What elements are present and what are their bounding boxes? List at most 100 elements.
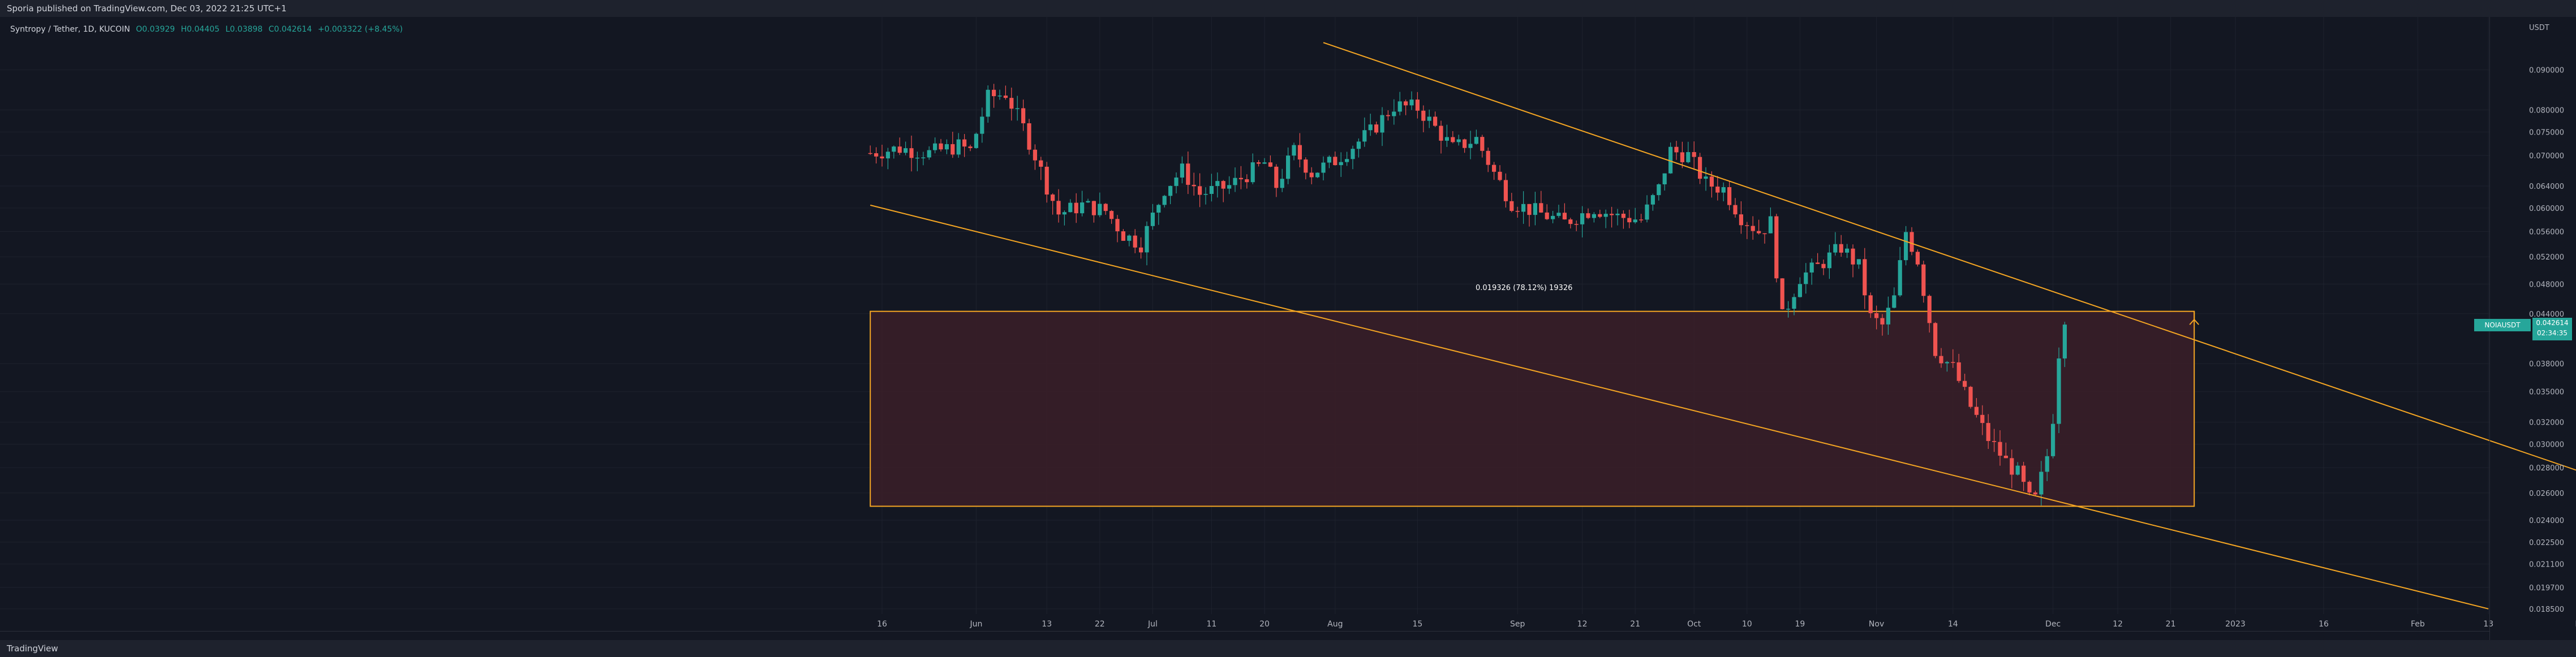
measure-arrow-head (2189, 318, 2199, 325)
candle-body (2022, 465, 2026, 482)
time-tick-label: Feb (2411, 620, 2425, 629)
candle-body (2062, 325, 2067, 358)
candle-body (1956, 362, 1961, 381)
candle-body (1297, 145, 1302, 160)
candle-body (1409, 100, 1414, 106)
candle-body (974, 133, 978, 148)
legend-low: L0.03898 (225, 25, 263, 34)
candle-body (1910, 232, 1914, 252)
candle-body (1215, 181, 1220, 186)
candle-body (1503, 180, 1508, 201)
candle-body (1527, 204, 1532, 215)
candle-body (1933, 323, 1938, 356)
candle-body (1804, 272, 1808, 284)
candle-body (1080, 202, 1085, 214)
candle-body (1362, 130, 1367, 142)
candle-body (1568, 219, 1573, 224)
candle-body (944, 144, 949, 150)
candle-body (1792, 297, 1796, 309)
candle-body (986, 89, 990, 117)
time-tick-label: 14 (1948, 620, 1958, 629)
candle-body (1680, 152, 1684, 162)
candle-body (1180, 163, 1184, 178)
candle-body (880, 156, 884, 159)
candle-body (1745, 225, 1749, 226)
candle-body (1345, 159, 1349, 162)
candle-body (1650, 195, 1655, 205)
candle-body (1662, 173, 1667, 185)
chart-panel[interactable]: 0.090000 0.080000 0.075000 0.070000 0.064000… (0, 17, 2576, 640)
candlestick-chart[interactable]: 0.090000 0.080000 0.075000 0.070000 0.064000… (0, 17, 2576, 640)
candle-body (1721, 187, 1726, 193)
candle-body (1150, 213, 1155, 226)
candle-body (1898, 260, 1902, 296)
candle-body (1309, 172, 1314, 178)
candle-body (2033, 492, 2037, 495)
time-tick-label: 16 (877, 620, 887, 629)
candle-body (1056, 201, 1061, 215)
price-tick-label: 0.032000 (2529, 419, 2564, 427)
candle-body (1280, 179, 1284, 188)
candle-body (992, 89, 996, 97)
candle-body (1115, 219, 1120, 232)
candle-body (1780, 278, 1784, 309)
candle-body (2027, 482, 2032, 492)
candle-body (1044, 166, 1049, 195)
candle-body (927, 150, 931, 158)
candle-body (1015, 108, 1020, 109)
tradingview-logo-text: TradingView (7, 643, 58, 654)
candle-body (1486, 150, 1490, 165)
candle-body (1468, 144, 1473, 148)
candle-body (1774, 216, 1779, 279)
candle-body (1174, 177, 1179, 186)
candle-body (1238, 178, 1243, 180)
time-tick-label: 21 (2166, 620, 2176, 629)
candle-body (1474, 137, 1478, 144)
price-tick-label: 0.060000 (2529, 205, 2564, 213)
candle-body (1974, 407, 1979, 415)
candle-body (1386, 115, 1390, 116)
candle-body (1003, 96, 1008, 98)
time-tick-label: 12 (1577, 620, 1588, 629)
candle-body (1639, 219, 1644, 221)
candle-body (1727, 187, 1732, 205)
candle-body (1356, 141, 1361, 149)
candle-body (1121, 231, 1125, 241)
last-price-value: 0.042614 (2536, 319, 2569, 327)
candle-body (1827, 252, 1831, 269)
candle-body (1421, 110, 1426, 121)
candle-body (1380, 115, 1384, 133)
candle-body (1686, 152, 1691, 162)
candle-body (1797, 284, 1802, 297)
price-tick-label: 0.052000 (2529, 253, 2564, 262)
candle-body (939, 143, 943, 150)
upper-trend-line (1323, 42, 2576, 471)
candle-body (2015, 465, 2020, 475)
candle-body (1027, 123, 1031, 150)
candle-body (897, 146, 902, 153)
candle-body (868, 153, 872, 154)
footer-bar: TradingView (0, 640, 2576, 657)
candle-body (1768, 216, 1773, 234)
trend-lines (870, 42, 2576, 610)
candle-body (1945, 362, 1949, 364)
candle-body (1751, 226, 1755, 231)
time-tick-label: 19 (1795, 620, 1805, 629)
candle-body (1633, 219, 1637, 223)
candle-body (1433, 116, 1438, 126)
candle-body (1427, 116, 1431, 121)
time-axis-ticks: 16 Jun 13 22 Jul 11 20 Aug 15 Sep 12 21 Oct 10 19 Nov 14… (877, 620, 2576, 629)
candle-body (1645, 204, 1649, 220)
candle-body (1521, 204, 1526, 212)
time-tick-label: 21 (1630, 620, 1640, 629)
candle-body (1880, 318, 1885, 325)
time-tick-label: 20 (1259, 620, 1270, 629)
candle-body (933, 143, 937, 150)
candle-body (1904, 232, 1908, 261)
candle-body (1615, 213, 1620, 215)
price-tick-label: 0.026000 (2529, 490, 2564, 498)
candle-body (1856, 259, 1861, 265)
candle-body (1539, 203, 1543, 213)
candle-body (1103, 204, 1108, 211)
candle-body (1598, 214, 1602, 217)
